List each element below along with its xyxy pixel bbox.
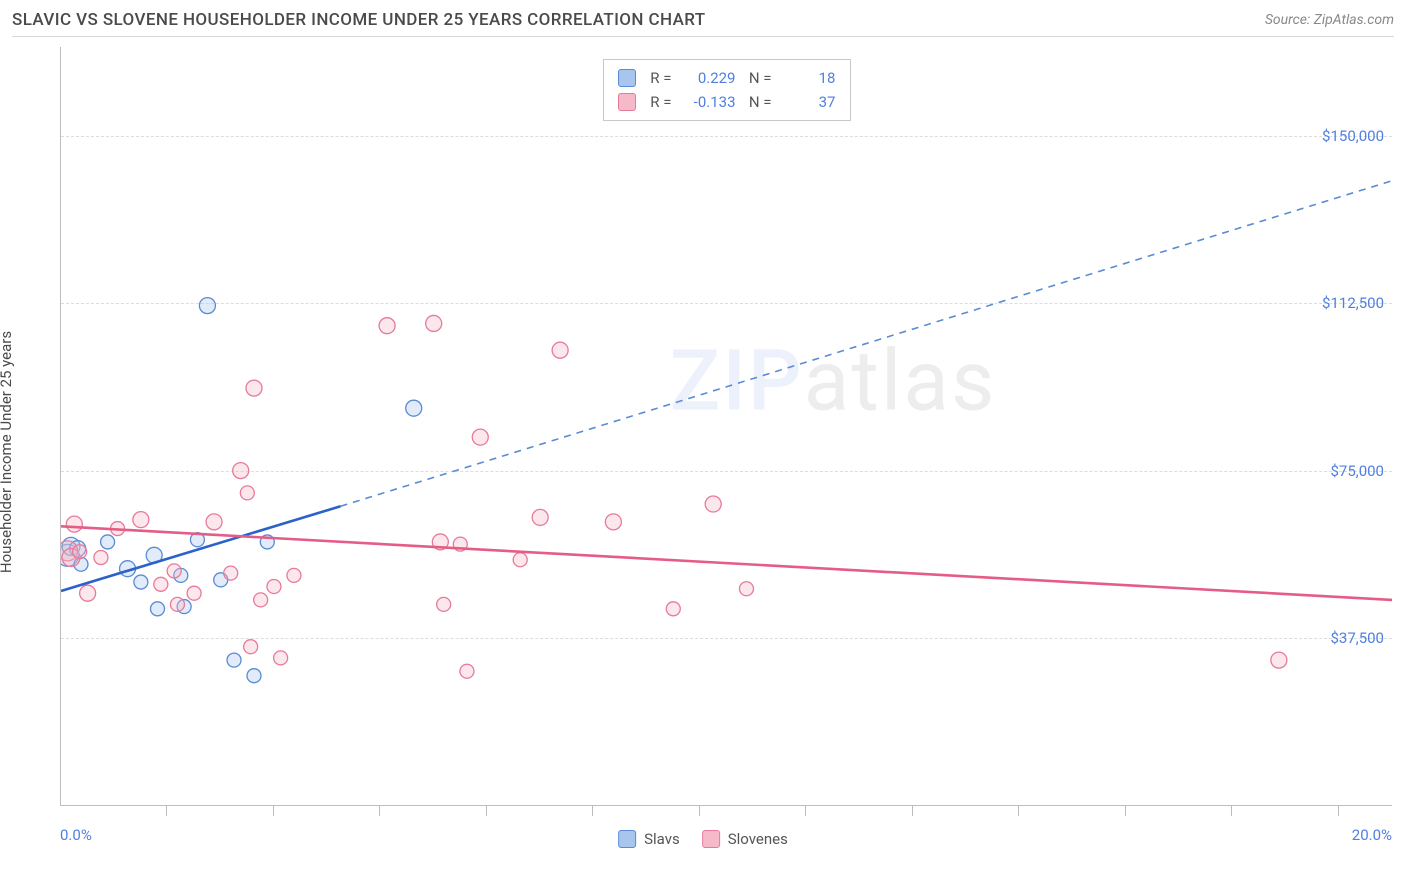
data-point — [227, 653, 241, 667]
data-point — [224, 566, 238, 580]
data-point — [460, 664, 474, 678]
data-point — [1271, 652, 1287, 668]
x-axis-end-label: 20.0% — [1352, 826, 1392, 844]
legend-slovenes-N: 37 — [778, 90, 836, 114]
legend-row-slavs: R = 0.229 N = 18 — [618, 66, 836, 90]
data-point — [233, 463, 249, 479]
legend-row-slovenes: R = -0.133 N = 37 — [618, 90, 836, 114]
data-point — [154, 577, 168, 591]
legend-slavs-N: 18 — [778, 66, 836, 90]
data-point — [666, 602, 680, 616]
legend-slavs-label: Slavs — [644, 830, 680, 848]
chart-title: SLAVIC VS SLOVENE HOUSEHOLDER INCOME UND… — [12, 10, 706, 30]
data-point — [206, 514, 222, 530]
data-point — [513, 553, 527, 567]
data-point — [240, 486, 254, 500]
data-point — [247, 669, 261, 683]
y-axis-label: Householder Income Under 25 years — [0, 330, 15, 572]
data-point — [267, 580, 281, 594]
legend-series: Slavs Slovenes — [618, 830, 788, 848]
swatch-slavs-icon — [618, 830, 636, 848]
data-point — [133, 512, 149, 528]
data-point — [101, 535, 115, 549]
x-tick — [166, 806, 167, 816]
x-tick — [592, 806, 593, 816]
swatch-slovenes — [618, 93, 636, 111]
scatter-svg — [61, 47, 1392, 805]
swatch-slovenes-icon — [702, 830, 720, 848]
x-tick — [805, 806, 806, 816]
legend-R-label: R = — [642, 90, 672, 114]
data-point — [167, 564, 181, 578]
legend-slovenes-label: Slovenes — [728, 830, 788, 848]
x-tick — [486, 806, 487, 816]
data-point — [150, 602, 164, 616]
legend-N-label: N = — [742, 90, 772, 114]
data-point — [552, 342, 568, 358]
legend-correlation: R = 0.229 N = 18 R = -0.133 N = 37 — [603, 59, 851, 121]
data-point — [80, 585, 96, 601]
data-point — [437, 597, 451, 611]
plot-region: ZIPatlas $37,500$75,000$112,500$150,000 … — [60, 47, 1392, 806]
data-point — [187, 586, 201, 600]
chart-area: Householder Income Under 25 years ZIPatl… — [12, 36, 1394, 866]
data-point — [66, 516, 82, 532]
data-point — [170, 597, 184, 611]
trend-line — [61, 526, 1392, 600]
chart-source: Source: ZipAtlas.com — [1265, 12, 1394, 28]
data-point — [199, 298, 215, 314]
data-point — [94, 551, 108, 565]
x-tick — [1338, 806, 1339, 816]
trend-line-extrapolated — [341, 181, 1392, 506]
x-tick — [912, 806, 913, 816]
legend-slavs-R: 0.229 — [678, 66, 736, 90]
legend-slovenes-R: -0.133 — [678, 90, 736, 114]
legend-R-label: R = — [642, 66, 672, 90]
data-point — [254, 593, 268, 607]
data-point — [134, 575, 148, 589]
data-point — [406, 400, 422, 416]
x-axis-start-label: 0.0% — [60, 826, 92, 844]
swatch-slavs — [618, 69, 636, 87]
chart-header: SLAVIC VS SLOVENE HOUSEHOLDER INCOME UND… — [0, 0, 1406, 36]
x-tick — [273, 806, 274, 816]
data-point — [472, 429, 488, 445]
x-tick — [379, 806, 380, 816]
legend-item-slavs: Slavs — [618, 830, 680, 848]
x-tick — [1125, 806, 1126, 816]
data-point — [246, 380, 262, 396]
data-point — [605, 514, 621, 530]
data-point — [532, 509, 548, 525]
data-point — [739, 582, 753, 596]
x-tick — [699, 806, 700, 816]
x-tick — [1018, 806, 1019, 816]
data-point — [274, 651, 288, 665]
data-point — [379, 318, 395, 334]
data-point — [73, 545, 87, 559]
data-point — [426, 315, 442, 331]
legend-N-label: N = — [742, 66, 772, 90]
x-tick — [1231, 806, 1232, 816]
data-point — [287, 568, 301, 582]
data-point — [705, 496, 721, 512]
data-point — [244, 640, 258, 654]
legend-item-slovenes: Slovenes — [702, 830, 788, 848]
